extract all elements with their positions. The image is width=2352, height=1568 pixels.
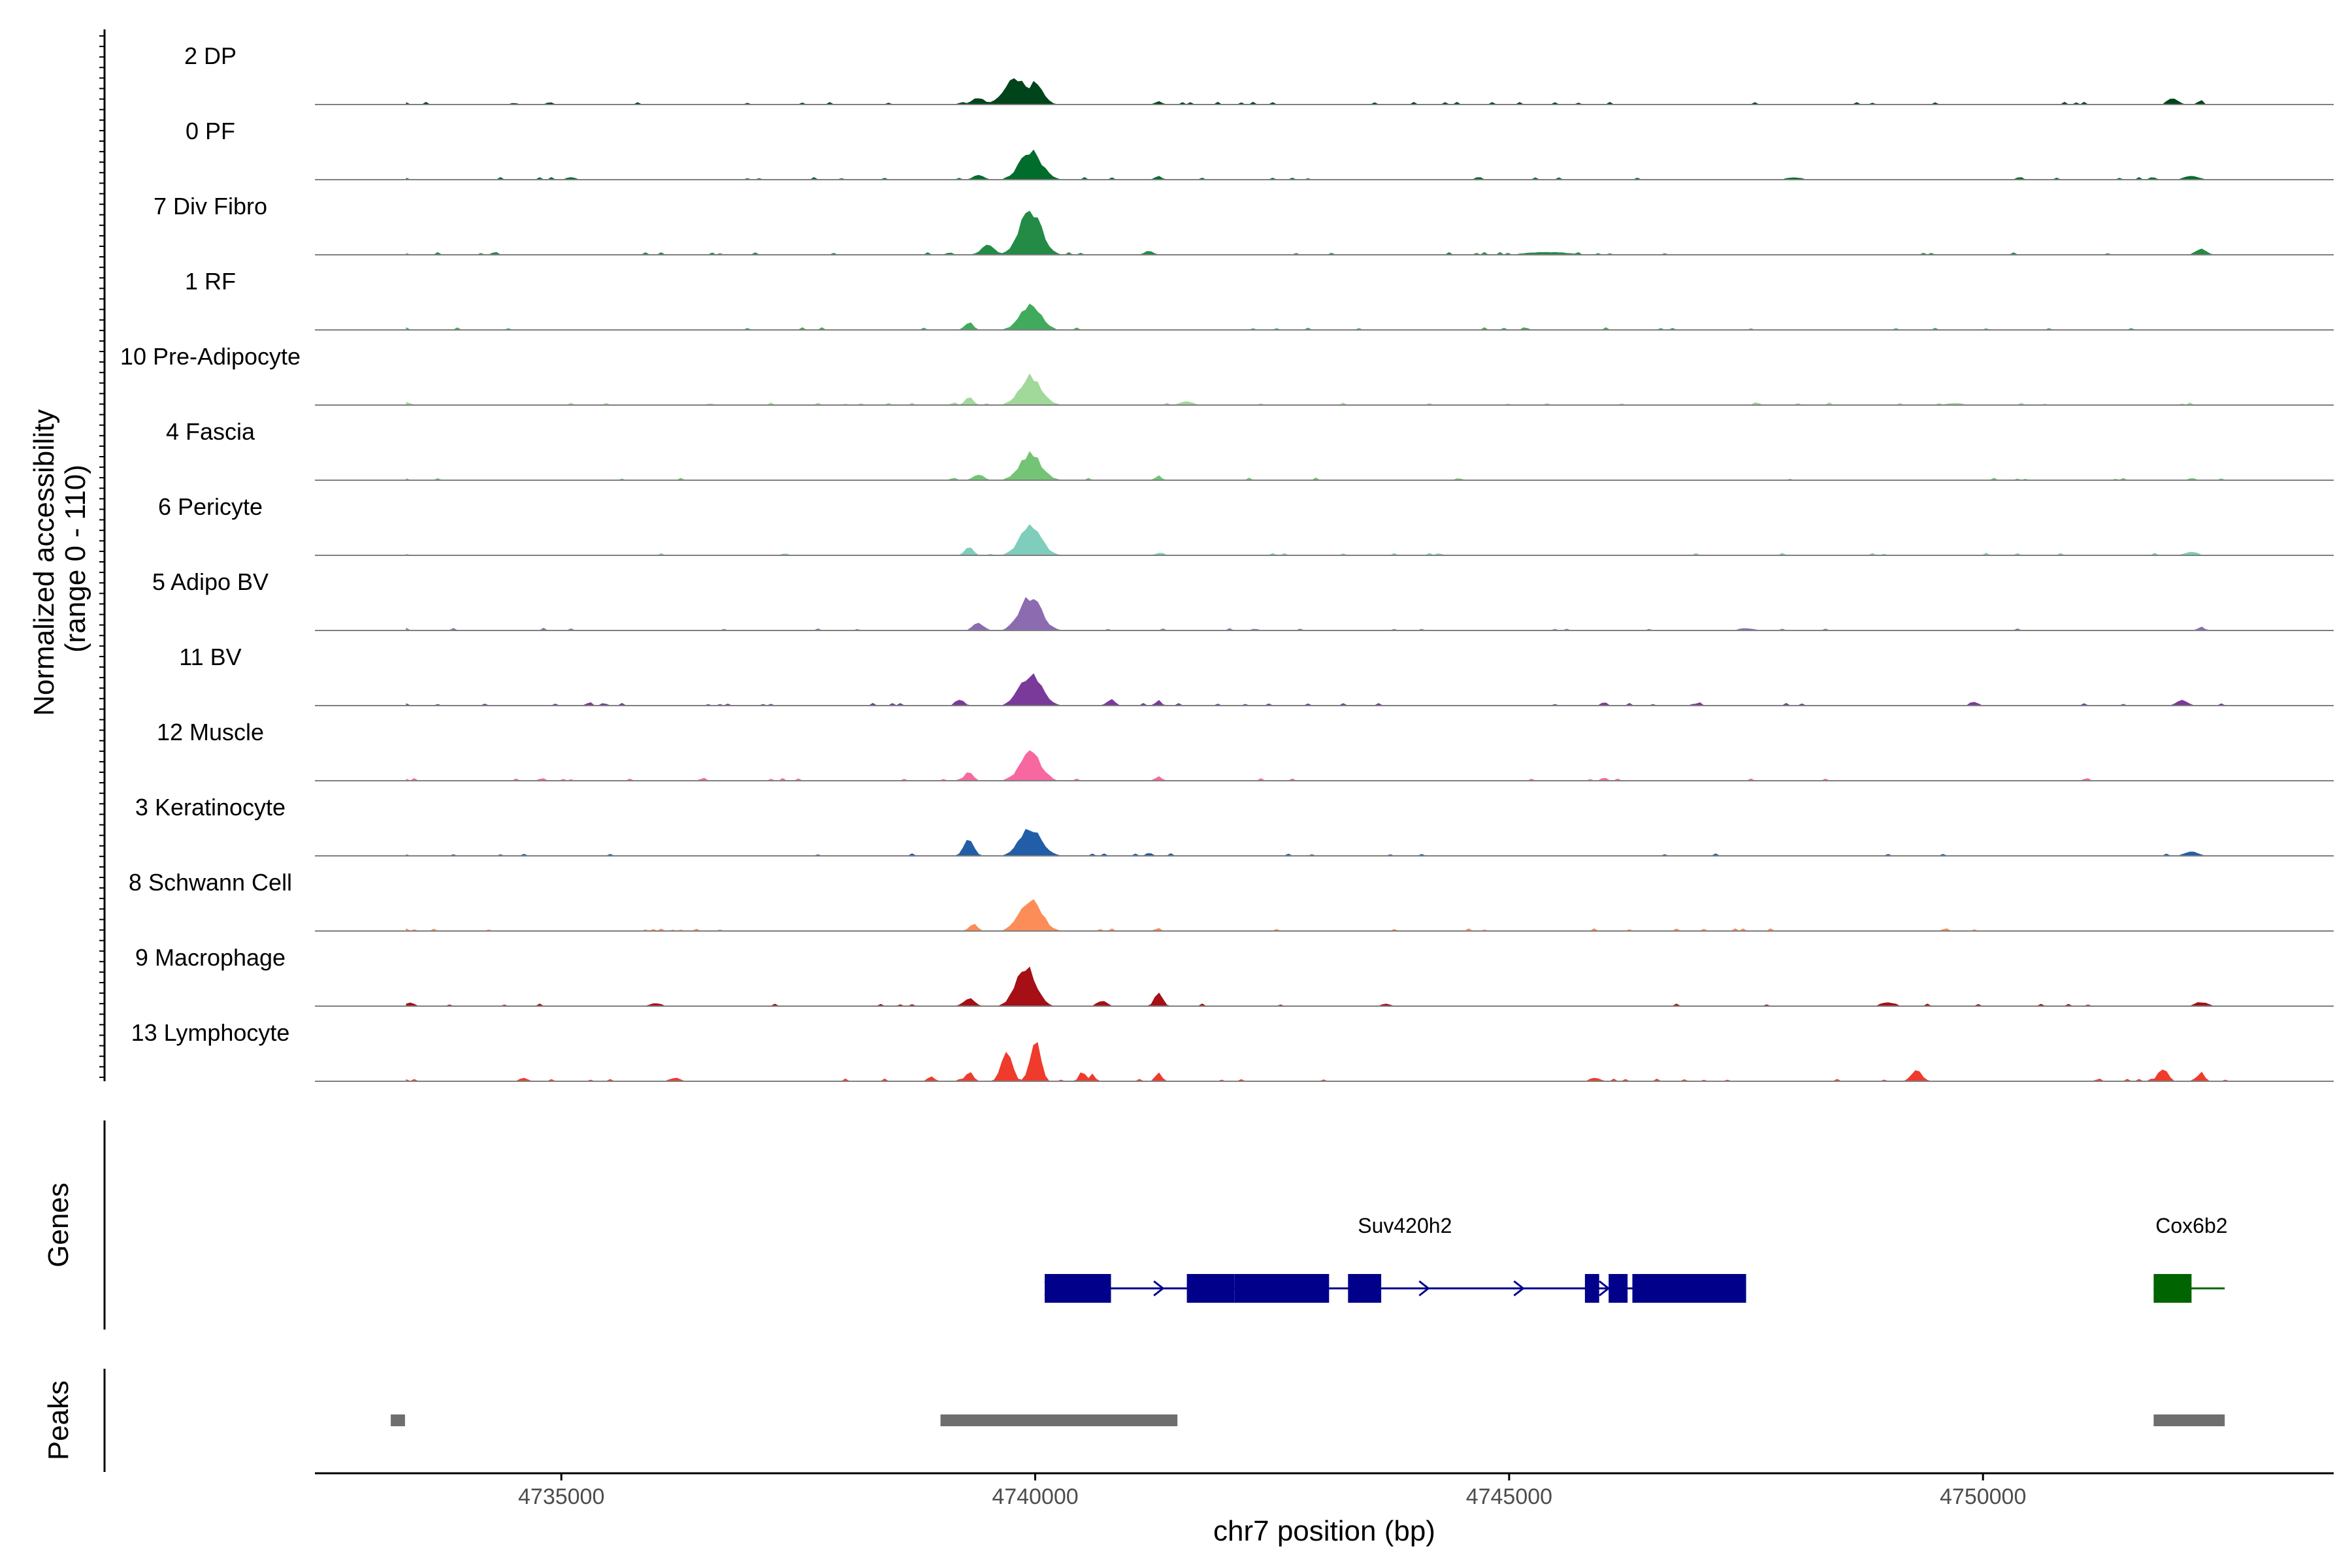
strand-arrow — [1418, 1280, 1430, 1297]
track-label-8: 5 Adipo BV — [152, 568, 269, 595]
coverage-area-12 — [406, 899, 2229, 932]
coverage-tracks: 2 DP 0 PF 7 Div Fibro 1 RF 10 Pre-Adipocyte 4… — [120, 42, 2334, 1082]
coverage-y-ticks — [99, 35, 105, 1078]
exon-1 — [1045, 1274, 1111, 1303]
gene-models: Suv420h2 Cox6b2 — [1044, 1214, 2228, 1303]
track-6: 4 Fascia — [166, 418, 2334, 481]
coverage-area-9 — [406, 673, 2229, 706]
coverage-area-11 — [406, 828, 2229, 857]
x-tick-label: 4740000 — [992, 1484, 1078, 1509]
track-11: 3 Keratinocyte — [135, 794, 2334, 857]
x-axis-title: chr7 position (bp) — [1213, 1515, 1435, 1547]
exon-7 — [1632, 1274, 1746, 1303]
coverage-area-3 — [406, 210, 2229, 255]
track-label-9: 11 BV — [179, 644, 241, 670]
track-1: 2 DP — [184, 42, 2334, 105]
coverage-y-axis-title: Normalized accessibility (range 0 - 110) — [28, 401, 91, 716]
coverage-area-7 — [406, 524, 2229, 556]
gene-label-cox6b2: Cox6b2 — [2155, 1214, 2227, 1237]
x-tick-label: 4745000 — [1466, 1484, 1552, 1509]
genes-panel-title: Genes — [42, 1183, 74, 1267]
track-8: 5 Adipo BV — [152, 568, 2334, 631]
coverage-area-5 — [406, 373, 2229, 406]
exon-2 — [1186, 1274, 1235, 1303]
track-label-2: 0 PF — [186, 118, 235, 144]
track-13: 9 Macrophage — [135, 944, 2334, 1007]
strand-arrow — [1599, 1280, 1610, 1297]
track-label-5: 10 Pre-Adipocyte — [120, 343, 301, 370]
gene-cox6b2: Cox6b2 — [2153, 1214, 2228, 1303]
track-7: 6 Pericyte — [158, 493, 2334, 556]
track-label-7: 6 Pericyte — [158, 493, 263, 520]
coverage-area-8 — [406, 596, 2229, 631]
track-14: 13 Lymphocyte — [131, 1019, 2334, 1082]
exon-3 — [1234, 1274, 1330, 1303]
exon-6 — [1609, 1274, 1628, 1303]
x-tick-label: 4735000 — [518, 1484, 604, 1509]
coverage-area-2 — [406, 149, 2229, 180]
track-label-3: 7 Div Fibro — [154, 193, 267, 220]
exon-1 — [2153, 1274, 2192, 1303]
coverage-area-6 — [406, 451, 2229, 481]
gene-label-suv420h2: Suv420h2 — [1358, 1214, 1452, 1237]
track-5: 10 Pre-Adipocyte — [120, 343, 2334, 406]
track-9: 11 BV — [179, 644, 2334, 706]
coverage-area-1 — [406, 78, 2229, 105]
coverage-area-10 — [406, 750, 2229, 781]
track-label-12: 8 Schwann Cell — [129, 869, 292, 896]
track-label-10: 12 Muscle — [157, 719, 264, 745]
track-label-1: 2 DP — [184, 42, 237, 69]
x-tick-label: 4750000 — [1940, 1484, 2026, 1509]
track-4: 1 RF — [185, 268, 2334, 331]
gene-suv420h2: Suv420h2 — [1044, 1214, 1746, 1303]
y-axis-title-line-1: Normalized accessibility — [28, 409, 60, 715]
peak-region-2 — [940, 1414, 1178, 1426]
track-10: 12 Muscle — [157, 719, 2334, 781]
y-axis-title-line-2: (range 0 - 110) — [59, 465, 91, 653]
track-label-14: 13 Lymphocyte — [131, 1019, 290, 1046]
exon-4 — [1348, 1274, 1382, 1303]
coverage-area-14 — [406, 1042, 2230, 1082]
x-axis-ticks: 4735000 4740000 4745000 4750000 — [518, 1473, 2026, 1509]
strand-arrow — [1513, 1280, 1525, 1297]
track-label-4: 1 RF — [185, 268, 236, 295]
peak-region-3 — [2153, 1414, 2225, 1426]
peaks-panel-title: Peaks — [42, 1380, 74, 1460]
peak-regions — [391, 1414, 2225, 1426]
coverage-area-13 — [406, 966, 2229, 1007]
track-12: 8 Schwann Cell — [129, 869, 2334, 932]
coverage-area-4 — [406, 303, 2229, 331]
track-label-13: 9 Macrophage — [135, 944, 286, 971]
track-label-6: 4 Fascia — [166, 418, 255, 445]
strand-arrow — [1153, 1280, 1165, 1297]
track-3: 7 Div Fibro — [154, 193, 2334, 255]
peak-region-1 — [391, 1414, 405, 1426]
exon-5 — [1584, 1274, 1599, 1303]
track-2: 0 PF — [186, 118, 2334, 180]
track-label-11: 3 Keratinocyte — [135, 794, 286, 821]
